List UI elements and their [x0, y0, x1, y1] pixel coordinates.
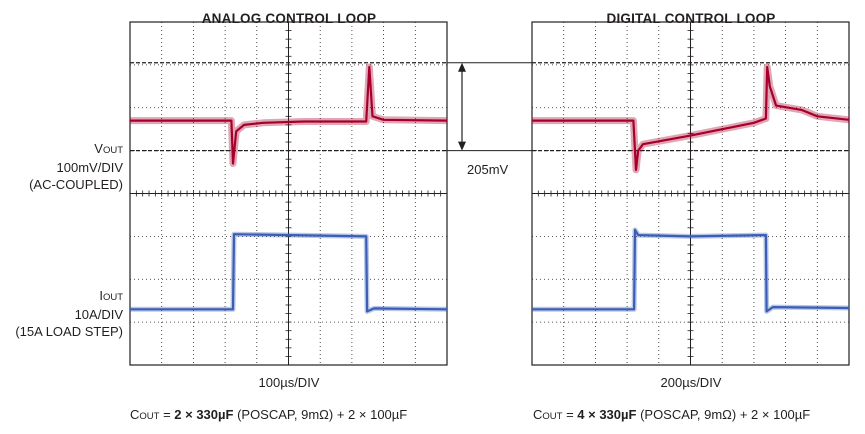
right-caption-eq: =: [562, 407, 578, 422]
left-caption: COUT = 2 × 330µF (POSCAP, 9mΩ) + 2 × 100…: [130, 407, 407, 422]
vout-label-main: V: [94, 141, 103, 156]
delta-label: 205mV: [467, 162, 509, 177]
right-caption-prefix: C: [533, 407, 543, 422]
left-caption-rest: (POSCAP, 9mΩ) + 2 × 100µF: [233, 407, 408, 422]
iout-scale-label: 10A/DIV: [74, 307, 123, 322]
right-vout-trace: [532, 65, 850, 171]
iout-step-label: (15A LOAD STEP): [15, 324, 123, 339]
left-caption-prefix: C: [130, 407, 140, 422]
left-vout-trace: [130, 65, 448, 165]
left-caption-sub: OUT: [139, 411, 160, 422]
delta-arrow-head-top: [458, 62, 466, 72]
iout-label-sub: OUT: [102, 292, 123, 303]
delta-arrow-head-bottom: [458, 141, 466, 151]
right-caption-bold: 4 × 330µF: [577, 407, 637, 422]
right-caption-rest: (POSCAP, 9mΩ) + 2 × 100µF: [636, 407, 811, 422]
iout-label-main: I: [99, 288, 103, 303]
right-caption: COUT = 4 × 330µF (POSCAP, 9mΩ) + 2 × 100…: [533, 407, 810, 422]
vout-label-sub: OUT: [102, 145, 123, 156]
left-caption-bold: 2 × 330µF: [174, 407, 234, 422]
vout-coupling-label: (AC-COUPLED): [29, 177, 123, 192]
left-time-division: 100µs/DIV: [258, 375, 320, 390]
vout-scale-label: 100mV/DIV: [56, 160, 123, 175]
iout-label: IOUT 10A/DIV (15A LOAD STEP): [10, 287, 123, 340]
left-iout-trace: [130, 233, 448, 313]
right-time-division: 200µs/DIV: [660, 375, 722, 390]
vout-label: VOUT 100mV/DIV (AC-COUPLED): [10, 140, 123, 193]
right-iout-trace: [532, 228, 850, 313]
left-caption-eq: =: [159, 407, 175, 422]
right-caption-sub: OUT: [542, 411, 563, 422]
